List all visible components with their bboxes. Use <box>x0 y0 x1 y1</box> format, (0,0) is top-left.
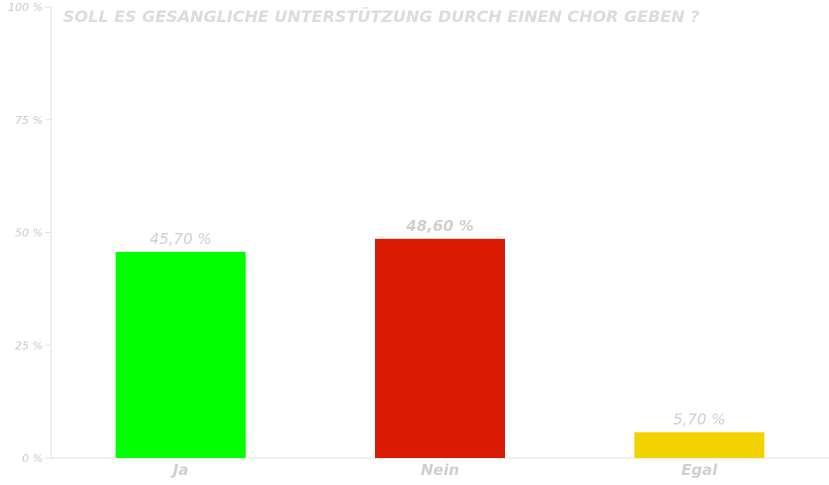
x-tick-label: Ja <box>170 461 189 479</box>
y-tick-label: 50 % <box>15 227 43 240</box>
y-tick-label: 25 % <box>15 339 43 352</box>
data-label: 45,70 % <box>150 230 212 248</box>
y-tick-label: 100 % <box>8 1 43 14</box>
y-tick-label: 75 % <box>15 114 43 127</box>
data-label: 48,60 % <box>405 217 474 235</box>
x-tick-label: Nein <box>421 461 460 479</box>
bars <box>115 238 765 458</box>
bar <box>634 432 765 458</box>
labels: 45,70 % Ja 48,60 % Nein 5,70 % Egal <box>150 217 726 479</box>
x-tick-label: Egal <box>681 461 718 479</box>
chart-title: SOLL ES GESANGLICHE UNTERSTÜTZUNG DURCH … <box>63 7 699 26</box>
y-tick-label: 0 % <box>22 452 43 465</box>
data-label: 5,70 % <box>673 410 725 428</box>
bar <box>375 238 505 458</box>
bar <box>115 251 246 458</box>
